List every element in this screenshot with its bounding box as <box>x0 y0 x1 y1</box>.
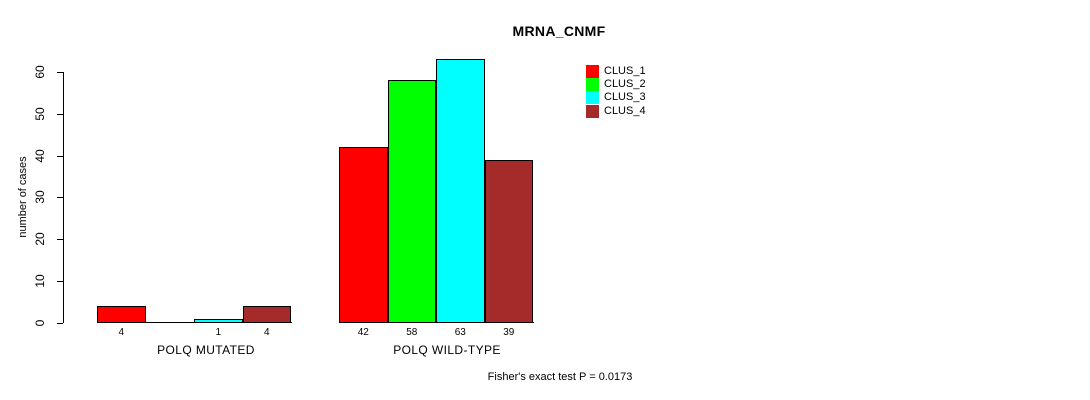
y-axis-label: number of cases <box>17 156 29 238</box>
y-axis-tick <box>57 156 63 157</box>
y-axis-tick-label: 50 <box>33 107 47 121</box>
bar-value-label: 63 <box>454 327 466 338</box>
bar-value-label: 4 <box>263 327 270 338</box>
y-axis-tick-label: 60 <box>33 65 47 79</box>
legend-label-clus_4: CLUS_4 <box>604 104 646 117</box>
bar-value-label: 39 <box>503 327 515 338</box>
legend-swatch-clus_2 <box>586 77 599 91</box>
legend-swatch-clus_3 <box>586 91 599 105</box>
y-axis-tick <box>57 114 63 115</box>
bar-clus_4-1 <box>242 306 291 323</box>
y-axis-tick-label: 10 <box>33 274 47 288</box>
bar-value-label: 58 <box>406 327 418 338</box>
legend-label-clus_1: CLUS_1 <box>604 64 646 77</box>
bar-clus_4-2 <box>484 160 533 323</box>
legend-swatch-clus_4 <box>586 104 599 118</box>
x-axis-category-label: POLQ MUTATED <box>157 343 255 357</box>
y-axis-tick-label: 20 <box>33 232 47 246</box>
legend-label-clus_3: CLUS_3 <box>604 91 646 104</box>
bar-clus_1-2 <box>339 147 388 323</box>
y-axis-tick <box>57 72 63 73</box>
y-axis-tick <box>57 323 63 324</box>
bar-clus_3-2 <box>436 59 485 323</box>
y-axis-tick-label: 40 <box>33 149 47 163</box>
bar-value-label: 4 <box>118 327 125 338</box>
y-axis-tick-label: 0 <box>33 319 47 327</box>
bar-clus_1-1 <box>97 306 146 323</box>
bar-clus_3-1 <box>194 319 243 323</box>
y-axis-tick <box>57 281 63 282</box>
bar-value-label: 1 <box>215 327 222 338</box>
legend-swatch-clus_1 <box>586 64 599 78</box>
bar-clus_2-2 <box>387 80 436 323</box>
legend-label-clus_2: CLUS_2 <box>604 77 646 90</box>
chart-title: MRNA_CNMF <box>512 23 606 39</box>
y-axis-tick <box>57 239 63 240</box>
y-axis-tick-label: 30 <box>33 190 47 204</box>
stat-annotation: Fisher's exact test P = 0.0173 <box>487 371 633 383</box>
y-axis-line <box>63 72 64 323</box>
y-axis-tick <box>57 197 63 198</box>
x-axis-category-label: POLQ WILD-TYPE <box>393 343 501 357</box>
bar-value-label: 42 <box>357 327 369 338</box>
